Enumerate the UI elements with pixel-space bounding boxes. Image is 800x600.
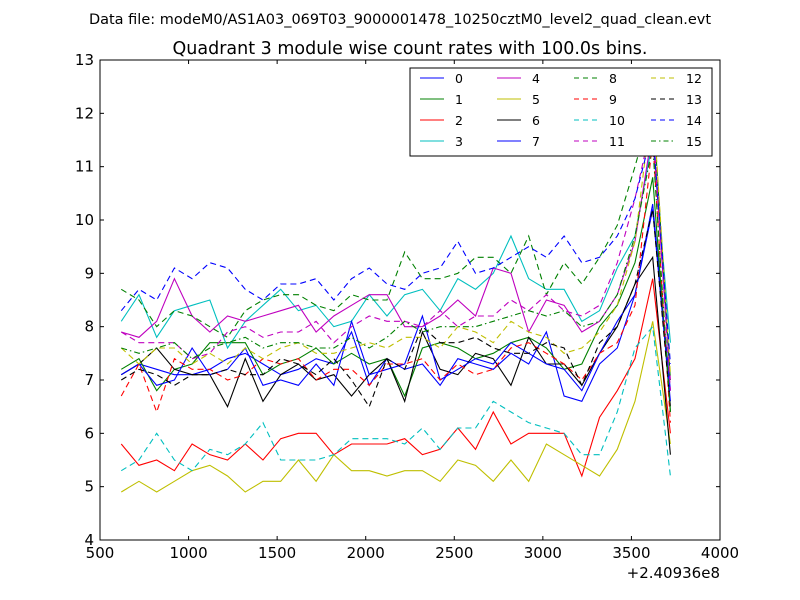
- x-tick-label: 1500: [258, 544, 296, 562]
- y-tick-label: 11: [75, 158, 94, 176]
- series-line-15: [121, 145, 671, 413]
- series-line-9: [120, 139, 671, 423]
- legend-label-0: 0: [455, 71, 463, 86]
- series-line-13: [120, 209, 671, 408]
- series-line-11: [120, 118, 671, 391]
- legend-label-15: 15: [686, 134, 702, 149]
- plot-area-frame: [99, 59, 721, 541]
- legend-frame: [409, 67, 713, 157]
- y-tick-label: 6: [84, 424, 94, 442]
- series-layer: [120, 97, 671, 493]
- y-tick-label: 13: [75, 51, 94, 69]
- series-line-14: [120, 129, 671, 365]
- legend-label-14: 14: [686, 113, 702, 128]
- x-axis-offset-label: +2.40936e8: [627, 564, 720, 582]
- legend-label-1: 1: [455, 92, 463, 107]
- legend-label-11: 11: [609, 134, 625, 149]
- legend-label-12: 12: [686, 71, 702, 86]
- y-tick-label: 4: [84, 531, 94, 549]
- legend-label-2: 2: [455, 113, 463, 128]
- x-tick-label: 3500: [612, 544, 650, 562]
- chart-title: Quadrant 3 module wise count rates with …: [173, 39, 648, 59]
- series-line-6: [120, 255, 671, 455]
- y-tick-label: 7: [84, 371, 94, 389]
- axis-ticks: 500 1000 1500 2000 2500 3000 3500 4000456789101…: [75, 51, 739, 562]
- series-line-12: [120, 97, 671, 375]
- series-line-4: [121, 129, 671, 381]
- legend-label-8: 8: [609, 71, 617, 86]
- y-tick-label: 10: [75, 211, 94, 229]
- legend-label-6: 6: [532, 113, 540, 128]
- legend-label-10: 10: [609, 113, 625, 128]
- y-tick-label: 8: [84, 318, 94, 336]
- series-line-3: [120, 139, 671, 350]
- series-line-10: [120, 325, 671, 477]
- legend-label-7: 7: [532, 134, 540, 149]
- series-line-8: [120, 102, 671, 381]
- legend-label-5: 5: [532, 92, 540, 107]
- x-tick-label: 500: [86, 544, 115, 562]
- figure-suptitle: Data file: modeM0/AS1A03_069T03_90000014…: [89, 12, 711, 28]
- legend-label-13: 13: [686, 92, 702, 107]
- x-tick-label: 2000: [347, 544, 385, 562]
- x-tick-label: 4000: [701, 544, 739, 562]
- series-line-1: [120, 177, 671, 413]
- y-tick-label: 12: [75, 104, 94, 122]
- series-line-5: [120, 321, 671, 493]
- x-tick-label: 2500: [435, 544, 473, 562]
- y-tick-label: 9: [84, 264, 94, 282]
- y-tick-label: 5: [84, 478, 94, 496]
- legend-label-9: 9: [609, 92, 617, 107]
- x-tick-label: 3000: [524, 544, 562, 562]
- legend-label-4: 4: [532, 71, 540, 86]
- legend-label-3: 3: [455, 134, 463, 149]
- x-tick-label: 1000: [169, 544, 207, 562]
